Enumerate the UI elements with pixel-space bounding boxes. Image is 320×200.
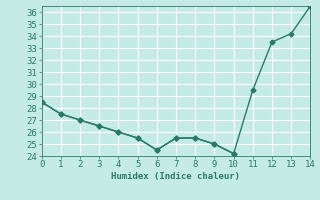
X-axis label: Humidex (Indice chaleur): Humidex (Indice chaleur) — [111, 172, 241, 181]
